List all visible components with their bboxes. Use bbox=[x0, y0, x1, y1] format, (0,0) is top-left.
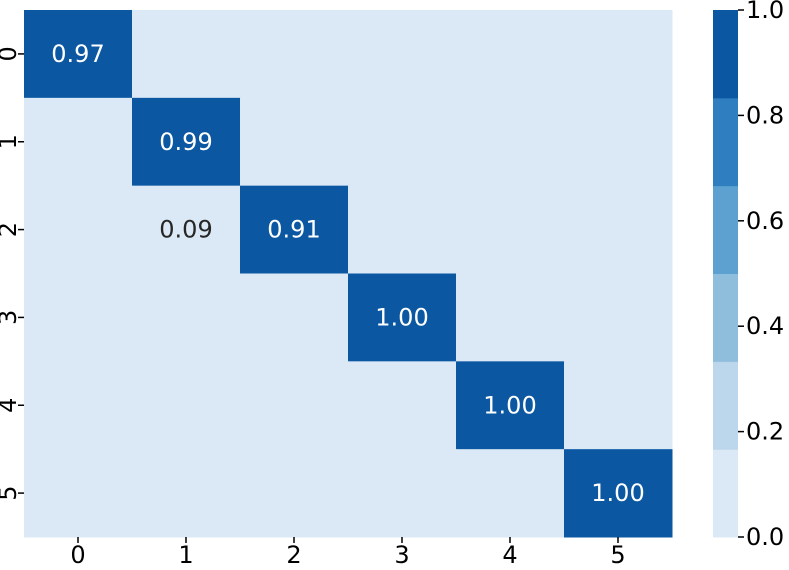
heatmap-cell-r2-c2 bbox=[240, 185, 349, 274]
colorbar-segment-5 bbox=[713, 10, 738, 99]
heatmap-cell-r4-c1 bbox=[132, 361, 241, 450]
colorbar-tick-label-4: 0.8 bbox=[746, 101, 784, 129]
x-tick-label-5: 5 bbox=[610, 541, 625, 569]
heatmap-cell-r2-c5 bbox=[564, 185, 673, 274]
heatmap-cell-r0-c2 bbox=[240, 10, 349, 99]
heatmap-cell-r3-c5 bbox=[564, 273, 673, 362]
y-tick-label-5: 5 bbox=[0, 485, 22, 500]
heatmap-cell-r5-c3 bbox=[348, 449, 457, 538]
heatmap-cell-r5-c0 bbox=[24, 449, 133, 538]
heatmap-cell-r0-c0 bbox=[24, 10, 133, 99]
heatmap-cell-r3-c4 bbox=[456, 273, 565, 362]
heatmap-cell-r2-c0 bbox=[24, 185, 133, 274]
heatmap-cell-r5-c5 bbox=[564, 449, 673, 538]
heatmap-cell-r2-c4 bbox=[456, 185, 565, 274]
colorbar-tick-label-3: 0.6 bbox=[746, 207, 784, 235]
heatmap-cell-r0-c4 bbox=[456, 10, 565, 99]
heatmap-cell-r4-c3 bbox=[348, 361, 457, 450]
x-tick-label-0: 0 bbox=[70, 541, 85, 569]
colorbar-segment-3 bbox=[713, 185, 738, 274]
heatmap-cell-r0-c3 bbox=[348, 10, 457, 99]
heatmap-cell-r1-c3 bbox=[348, 97, 457, 187]
heatmap-cell-r3-c3 bbox=[348, 273, 457, 362]
colorbar-segment-2 bbox=[713, 273, 738, 362]
colorbar-axis: 0.0 0.2 0.4 0.6 0.8 1.0 bbox=[738, 0, 784, 551]
cell-annotation-r1-c1: 0.99 bbox=[159, 128, 212, 156]
colorbar-segment-4 bbox=[713, 97, 738, 187]
heatmap-cell-r1-c4 bbox=[456, 97, 565, 187]
heatmap-cell-r2-c1 bbox=[132, 185, 241, 274]
y-tick-label-1: 1 bbox=[0, 134, 22, 149]
heatmap-cell-r4-c2 bbox=[240, 361, 349, 450]
x-tick-label-2: 2 bbox=[286, 541, 301, 569]
cell-annotation-r4-c4: 1.00 bbox=[483, 391, 536, 419]
heatmap-cell-r3-c2 bbox=[240, 273, 349, 362]
colorbar-tick-label-1: 0.2 bbox=[746, 418, 784, 446]
heatmap-cell-r1-c1 bbox=[132, 97, 241, 187]
heatmap-cell-r5-c1 bbox=[132, 449, 241, 538]
x-tick-label-4: 4 bbox=[502, 541, 517, 569]
heatmap-cell-r5-c2 bbox=[240, 449, 349, 538]
heatmap-cells bbox=[24, 10, 673, 538]
x-tick-label-1: 1 bbox=[178, 541, 193, 569]
heatmap-cell-r2-c3 bbox=[348, 185, 457, 274]
colorbar-tick-label-5: 1.0 bbox=[746, 0, 784, 24]
heatmap-cell-r4-c4 bbox=[456, 361, 565, 450]
heatmap-cell-r5-c4 bbox=[456, 449, 565, 538]
y-tick-label-3: 3 bbox=[0, 310, 22, 325]
y-tick-label-4: 4 bbox=[0, 398, 22, 413]
heatmap-cell-r1-c0 bbox=[24, 97, 133, 187]
colorbar-tick-label-2: 0.4 bbox=[746, 312, 784, 340]
cell-annotation-r2-c1: 0.09 bbox=[159, 216, 212, 244]
y-tick-label-2: 2 bbox=[0, 222, 22, 237]
colorbar-tick-label-0: 0.0 bbox=[746, 523, 784, 551]
heatmap-cell-r1-c5 bbox=[564, 97, 673, 187]
heatmap-cell-r3-c0 bbox=[24, 273, 133, 362]
colorbar-segment-1 bbox=[713, 361, 738, 450]
heatmap-cell-r0-c1 bbox=[132, 10, 241, 99]
colorbar bbox=[713, 10, 738, 538]
heatmap-cell-r3-c1 bbox=[132, 273, 241, 362]
x-axis: 0 1 2 3 4 5 bbox=[70, 537, 626, 569]
heatmap-cell-r0-c5 bbox=[564, 10, 673, 99]
cell-annotations: 0.97 0.99 0.09 0.91 1.00 1.00 1.00 bbox=[51, 40, 644, 507]
colorbar-segment-0 bbox=[713, 449, 738, 538]
heatmap-cell-r1-c2 bbox=[240, 97, 349, 187]
cell-annotation-r0-c0: 0.97 bbox=[51, 40, 104, 68]
y-axis: 0 1 2 3 4 5 bbox=[0, 46, 24, 501]
heatmap-cell-r4-c5 bbox=[564, 361, 673, 450]
heatmap-cell-r4-c0 bbox=[24, 361, 133, 450]
cell-annotation-r5-c5: 1.00 bbox=[591, 479, 644, 507]
y-tick-label-0: 0 bbox=[0, 46, 22, 61]
cell-annotation-r2-c2: 0.91 bbox=[267, 216, 320, 244]
x-tick-label-3: 3 bbox=[394, 541, 409, 569]
cell-annotation-r3-c3: 1.00 bbox=[375, 303, 428, 331]
